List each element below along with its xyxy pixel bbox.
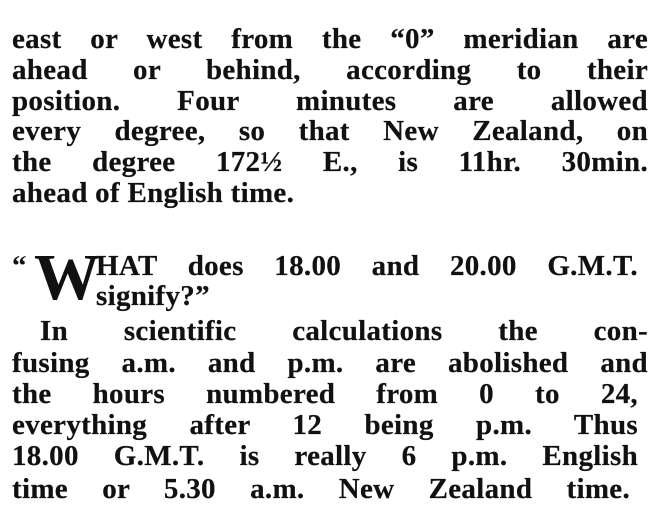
text-line: In scientific calculations the con-	[40, 315, 648, 347]
text-line: east or west from the “0” meridian are	[12, 23, 648, 55]
text-line: ahead of English time.	[12, 177, 295, 209]
text-line: everything after 12 being p.m. Thus	[12, 409, 638, 441]
text-line: the degree 172½ E., is 11hr. 30min.	[12, 146, 648, 178]
question-line: HAT does 18.00 and 20.00 G.M.T.	[96, 250, 638, 282]
text-line: position. Four minutes are allowed	[12, 85, 648, 117]
question-line: signify?”	[96, 280, 210, 312]
text-line: ahead or behind, according to their	[12, 54, 648, 86]
drop-cap: W	[34, 241, 100, 314]
text-line: time or 5.30 a.m. New Zealand time.	[12, 473, 630, 505]
text-line: fusing a.m. and p.m. are abolished and	[12, 347, 648, 379]
text-line: the hours numbered from 0 to 24,	[12, 378, 638, 410]
open-quote: “	[12, 250, 27, 282]
text-line: 18.00 G.M.T. is really 6 p.m. English	[12, 440, 638, 472]
text-line: every degree, so that New Zealand, on	[12, 115, 648, 147]
